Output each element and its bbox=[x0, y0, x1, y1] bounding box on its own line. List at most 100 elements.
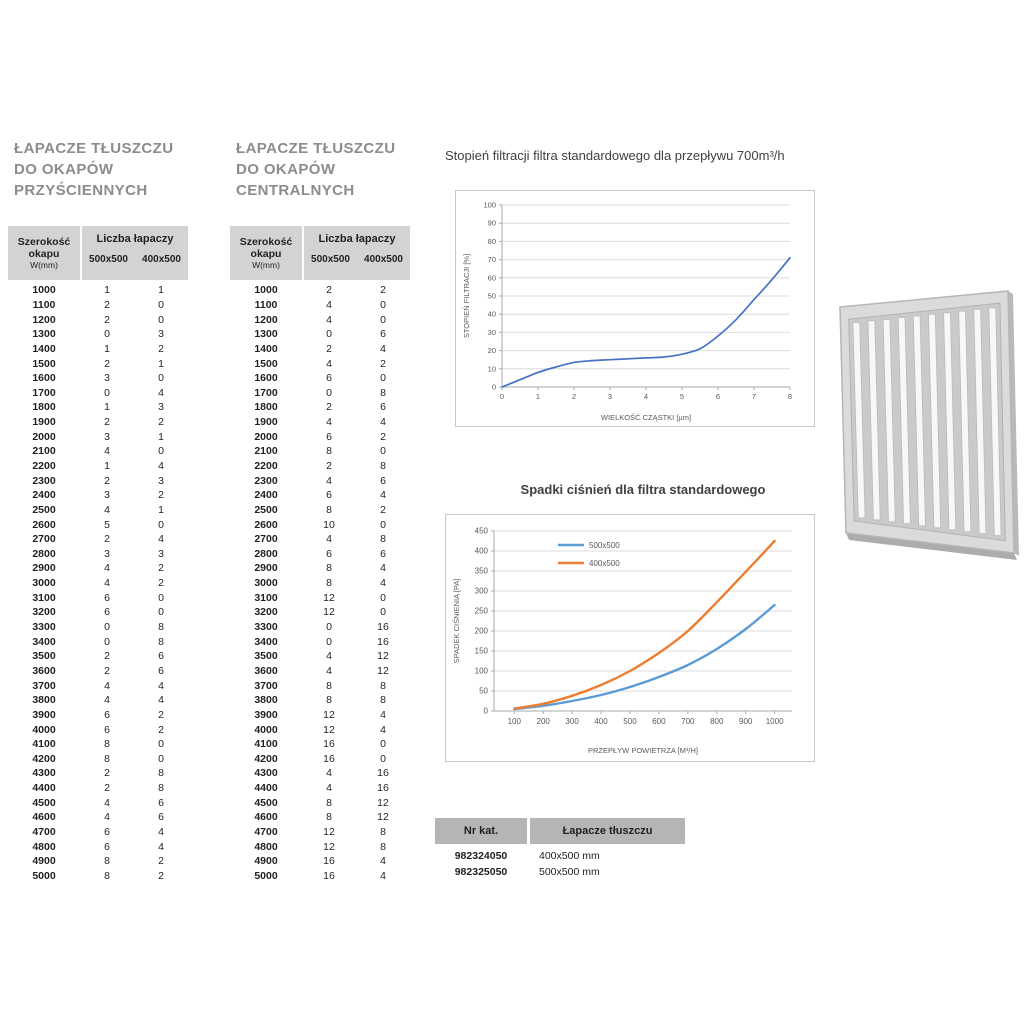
table-row: 982324050 400x500 mm bbox=[435, 848, 690, 864]
table-cell: 1400 bbox=[32, 342, 56, 355]
table-row: 3600 2 6 bbox=[8, 664, 188, 679]
table-cell: 1100 bbox=[254, 298, 278, 311]
table-row: 2600 5 0 bbox=[8, 517, 188, 532]
table-cell: 3500 bbox=[32, 650, 56, 663]
svg-text:30: 30 bbox=[488, 328, 496, 337]
table-cell: 500x500 mm bbox=[539, 866, 600, 878]
table-row: 2600 10 0 bbox=[230, 517, 410, 532]
table-cell: 1300 bbox=[32, 328, 56, 341]
table-cell: 4900 bbox=[32, 855, 56, 868]
table-cell: 16 bbox=[323, 738, 335, 751]
table-cell: 0 bbox=[380, 313, 386, 326]
table-cell: 4400 bbox=[32, 782, 56, 795]
table-cell: 3 bbox=[104, 372, 110, 385]
table-cell: 982325050 bbox=[454, 866, 508, 878]
table-cell: 8 bbox=[158, 782, 164, 795]
table-row: 1300 0 3 bbox=[8, 327, 188, 342]
table-cell: 4 bbox=[326, 782, 332, 795]
svg-text:SPADEK CIŚNIENIA [PA]: SPADEK CIŚNIENIA [PA] bbox=[452, 579, 461, 664]
table-cell: 8 bbox=[158, 621, 164, 634]
table-row: 3400 0 8 bbox=[8, 634, 188, 649]
header-label: Szerokość bbox=[239, 235, 293, 248]
svg-text:100: 100 bbox=[475, 667, 489, 676]
table-cell: 0 bbox=[326, 635, 332, 648]
filtration-chart: 0 10 20 30 40 50 60 70 80 90 100 0 1 2 3 4 5 6 7 8 WIELKOŚĆ … bbox=[455, 190, 815, 427]
header-unit-label: W(mm) bbox=[30, 259, 58, 270]
table-row: 1600 6 0 bbox=[230, 371, 410, 386]
table-cell: 2 bbox=[380, 503, 386, 516]
svg-text:90: 90 bbox=[488, 219, 496, 228]
svg-text:70: 70 bbox=[488, 255, 496, 264]
table-cell: 982324050 bbox=[454, 850, 508, 862]
table-cell: 3100 bbox=[254, 591, 278, 604]
table-cell: 6 bbox=[326, 489, 332, 502]
center-table-title: ŁAPACZE TŁUSZCZU DO OKAPÓW CENTRALNYCH bbox=[236, 138, 395, 201]
pressure-drop-chart-title: Spadki ciśnień dla filtra standardowego bbox=[520, 482, 766, 497]
table-row: 3800 4 4 bbox=[8, 693, 188, 708]
table-cell: 4 bbox=[158, 679, 164, 692]
table-cell: 2 bbox=[104, 357, 110, 370]
table-cell: 1800 bbox=[254, 401, 278, 414]
table-cell: 4600 bbox=[32, 811, 56, 824]
table-cell: 2400 bbox=[254, 489, 278, 502]
table-cell: 4200 bbox=[254, 752, 278, 765]
table-cell: 3500 bbox=[254, 650, 278, 663]
table-row: 4400 2 8 bbox=[8, 781, 188, 796]
table-cell: 2 bbox=[380, 284, 386, 297]
svg-text:150: 150 bbox=[475, 647, 489, 656]
table-cell: 4 bbox=[158, 460, 164, 472]
table-cell: 1 bbox=[158, 430, 164, 443]
svg-text:3: 3 bbox=[608, 392, 612, 401]
table-row: 5000 8 2 bbox=[8, 869, 188, 884]
table-cell: 2 bbox=[104, 650, 110, 663]
svg-text:600: 600 bbox=[652, 717, 666, 726]
table-cell: 3300 bbox=[32, 621, 56, 634]
table-cell: 0 bbox=[326, 386, 332, 399]
table-cell: 1 bbox=[158, 357, 164, 370]
table-cell: 8 bbox=[380, 386, 386, 399]
svg-text:8: 8 bbox=[788, 392, 792, 401]
table-cell: 3400 bbox=[254, 635, 278, 648]
table-cell: 1 bbox=[158, 503, 164, 516]
table-cell: 0 bbox=[158, 313, 164, 326]
table-row: 1400 2 4 bbox=[230, 342, 410, 357]
table-row: 5000 16 4 bbox=[230, 869, 410, 884]
table-cell: 8 bbox=[104, 855, 110, 868]
table-row: 3900 6 2 bbox=[8, 708, 188, 723]
table-cell: 8 bbox=[104, 752, 110, 765]
table-row: 3100 12 0 bbox=[230, 590, 410, 605]
table-cell: 4 bbox=[380, 562, 386, 575]
header-col-400x500: 400x500 bbox=[364, 254, 403, 265]
table-row: 2100 4 0 bbox=[8, 444, 188, 459]
table-row: 4600 4 6 bbox=[8, 810, 188, 825]
table-cell: 4 bbox=[380, 577, 386, 590]
svg-text:1000: 1000 bbox=[766, 717, 784, 726]
table-cell: 8 bbox=[380, 840, 386, 853]
table-cell: 8 bbox=[326, 679, 332, 692]
table-cell: 6 bbox=[158, 664, 164, 677]
table-row: 3700 4 4 bbox=[8, 678, 188, 693]
table-cell: 3 bbox=[158, 474, 164, 487]
svg-text:20: 20 bbox=[488, 346, 496, 355]
table-cell: 0 bbox=[380, 445, 386, 458]
table-cell: 4 bbox=[326, 313, 332, 326]
table-row: 4900 16 4 bbox=[230, 854, 410, 869]
table-cell: 2 bbox=[158, 489, 164, 502]
svg-text:400: 400 bbox=[594, 717, 608, 726]
table-cell: 12 bbox=[323, 723, 335, 736]
table-cell: 1200 bbox=[32, 313, 56, 326]
table-cell: 2300 bbox=[32, 474, 56, 487]
table-row: 4300 4 16 bbox=[230, 766, 410, 781]
table-cell: 0 bbox=[158, 591, 164, 604]
filtration-chart-svg: 0 10 20 30 40 50 60 70 80 90 100 0 1 2 3 4 5 6 7 8 WIELKOŚĆ … bbox=[462, 201, 792, 423]
table-cell: 0 bbox=[104, 635, 110, 648]
table-cell: 3000 bbox=[254, 577, 278, 590]
table-cell: 2000 bbox=[32, 430, 56, 443]
pressure-drop-chart-svg: 0 50 100 150 200 250 300 350 400 450 100 200 300 400 5… bbox=[452, 527, 792, 755]
table-cell: 0 bbox=[158, 445, 164, 458]
table-row: 982325050 500x500 mm bbox=[435, 864, 690, 880]
table-cell: 3200 bbox=[254, 606, 278, 619]
svg-text:60: 60 bbox=[488, 273, 496, 282]
table-cell: 0 bbox=[158, 606, 164, 619]
table-cell: 6 bbox=[380, 328, 386, 341]
